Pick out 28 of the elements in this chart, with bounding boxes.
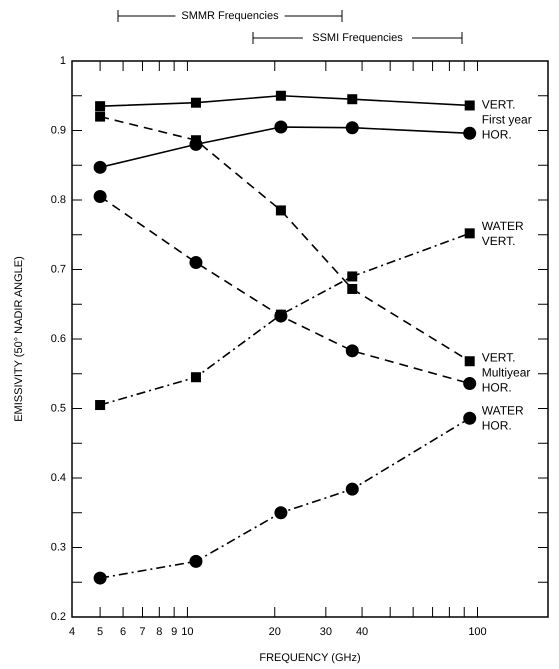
x-tick-label: 6 [120,626,126,638]
x-tick-label: 20 [268,626,281,638]
annotation: WATER HOR. [482,404,524,433]
y-axis-title: EMISSIVITY (50° NADIR ANGLE) [13,256,25,422]
x-tick-label: 5 [97,626,104,638]
text: SSMI Frequencies [312,32,404,44]
y-tick-label: 0.4 [50,472,66,484]
x-tick-label: 100 [468,626,487,638]
y-tick-label: 0.7 [50,263,66,276]
y-tick-label: 0.3 [50,541,66,554]
y-tick-label: 1 [60,54,66,67]
annotation: WATER VERT. [482,218,524,248]
x-tick-label: 7 [139,626,146,638]
y-tick-label: 0.8 [50,194,66,206]
x-tick-label: 30 [320,626,332,638]
y-tick-label: 0.2 [50,610,66,623]
y-tick-label: 0.6 [50,332,66,345]
x-tick-label: 10 [181,626,194,638]
annotation: VERT. First year HOR. [482,97,532,142]
y-tick-label: 0.9 [50,124,66,136]
x-tick-label: 9 [171,626,178,638]
x-axis-title: FREQUENCY (GHz) [259,652,361,664]
x-tick-label: 40 [356,626,368,638]
text: SMMR Frequencies [181,10,280,22]
x-tick-label: 8 [156,626,162,638]
annotation: VERT. Multiyear HOR. [482,350,530,394]
x-tick-label: 4 [68,626,76,638]
y-tick-label: 0.5 [50,402,66,414]
